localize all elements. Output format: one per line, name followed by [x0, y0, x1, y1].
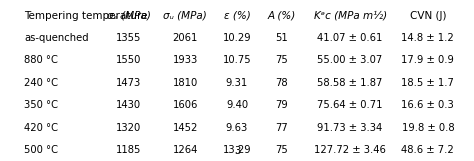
Text: 3: 3: [234, 146, 240, 156]
